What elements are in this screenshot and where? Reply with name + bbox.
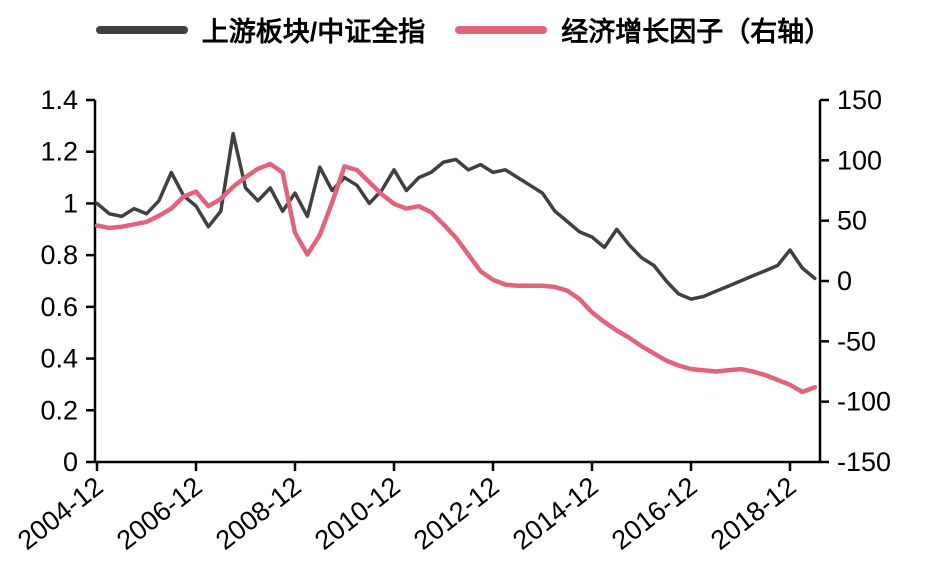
svg-text:50: 50 — [837, 206, 867, 236]
svg-text:2008-12: 2008-12 — [210, 471, 307, 556]
svg-text:1.2: 1.2 — [40, 137, 78, 167]
svg-text:2006-12: 2006-12 — [111, 471, 208, 556]
svg-text:0.8: 0.8 — [40, 240, 78, 270]
svg-text:100: 100 — [837, 145, 882, 175]
svg-text:-150: -150 — [837, 447, 891, 477]
ratio-line-swatch — [95, 25, 188, 34]
svg-text:2014-12: 2014-12 — [507, 471, 604, 556]
svg-text:-100: -100 — [837, 387, 891, 417]
svg-text:2010-12: 2010-12 — [309, 471, 406, 556]
svg-text:2012-12: 2012-12 — [408, 471, 505, 556]
svg-text:0.2: 0.2 — [40, 395, 78, 425]
svg-text:2004-12: 2004-12 — [12, 471, 109, 556]
svg-text:0.4: 0.4 — [40, 344, 78, 374]
chart-legend: 上游板块/中证全指 经济增长因子（右轴） — [0, 10, 927, 49]
legend-item-ratio: 上游板块/中证全指 — [95, 10, 426, 49]
svg-text:2016-12: 2016-12 — [606, 471, 703, 556]
factor-line-swatch — [455, 25, 548, 34]
ratio-legend-label: 上游板块/中证全指 — [201, 17, 426, 47]
svg-text:-50: -50 — [837, 326, 876, 356]
svg-text:0: 0 — [837, 266, 852, 296]
svg-text:0.6: 0.6 — [40, 292, 78, 322]
svg-text:1: 1 — [63, 188, 78, 218]
svg-text:2018-12: 2018-12 — [705, 471, 802, 556]
factor-legend-label: 经济增长因子（右轴） — [561, 17, 832, 47]
svg-text:150: 150 — [837, 85, 882, 115]
legend-item-factor: 经济增长因子（右轴） — [455, 10, 831, 49]
svg-text:0: 0 — [63, 447, 78, 477]
svg-text:1.4: 1.4 — [40, 85, 78, 115]
